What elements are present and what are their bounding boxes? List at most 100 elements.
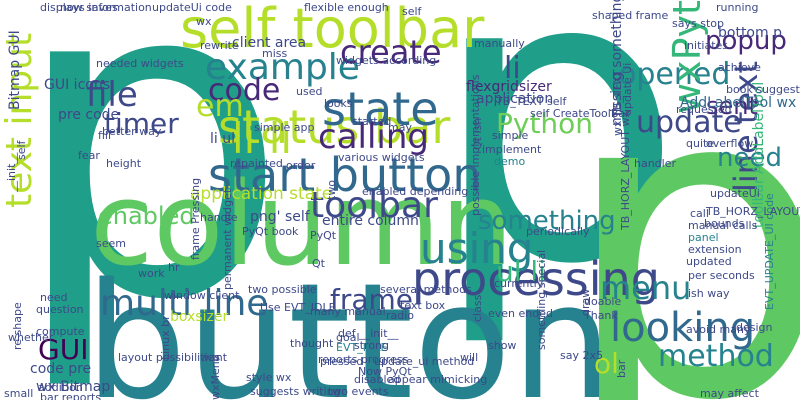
cloud-word-radio: radio [386,309,415,322]
cloud-word-height: height [106,157,142,170]
cloud-word-manually: manually [474,37,525,50]
cloud-word-now-saves: now saves [60,1,118,14]
cloud-word-bottom-p: bottom p [718,25,782,41]
cloud-word-two-events: two events [328,385,389,398]
cloud-word-book-suggests: book suggests [726,83,800,96]
cloud-word-using: using [420,224,534,273]
cloud-word-simple: simple [492,129,529,142]
cloud-word-needed-widgets: needed widgets [96,57,184,70]
cloud-word-opened: opened [618,57,731,92]
cloud-word-column: column [90,158,514,292]
cloud-word-popup: popup [705,26,787,56]
cloud-word-doable: doable [584,295,622,308]
cloud-word-better-way: better way [102,125,162,138]
cloud-word-something: something [478,206,616,236]
cloud-word-per-seconds: per seconds [688,269,755,282]
cloud-word-processing: processing [412,252,660,306]
cloud-word-timer: timer [104,107,179,140]
cloud-word-multi-line: multi line [100,283,269,324]
cloud-word-tb-horz-layout-wx: TB_HORZ_LAYOUT wx [619,111,632,230]
cloud-word-order: order [286,159,316,172]
cloud-word-initiates: initiates [684,39,729,52]
cloud-word-will: will [460,351,479,364]
cloud-word-displays-information: displays information [40,1,152,14]
cloud-word-even-ended: even ended [488,307,553,320]
cloud-word-currently: currently [494,277,544,290]
cloud-word-wx-bitmap: wx Bitmap [36,379,111,395]
cloud-word-need: need [717,143,782,173]
cloud-word-re-shape: re shape [11,302,24,350]
cloud-word-fear: fear [78,149,100,162]
cloud-word-may-affect: may affect [700,387,759,400]
cloud-word-panel: panel [688,231,719,244]
cloud-word-compute: compute [36,325,85,338]
cloud-word-self: self [15,140,28,160]
cloud-word-show: show [488,339,517,352]
cloud-word-update-ui-method: update_ui method [374,355,475,368]
cloud-word-disabled: disabled [354,373,401,386]
cloud-word-wx: wx [196,15,212,28]
cloud-word-def-init: def __init__ [338,327,399,340]
cloud-word-p: p [430,0,684,352]
cloud-word-addition: addition [38,381,83,394]
cloud-word-state: state [322,82,439,136]
cloud-word-thank: Thank [584,309,618,322]
cloud-word-code-pre: code pre [30,361,92,377]
cloud-word-calling: calling [318,117,429,157]
cloud-word-tb-horz-layout: TB_HORZ_LAYOUT [706,205,800,218]
cloud-word-used: used [296,85,323,98]
cloud-word-periodically: periodically [526,225,590,238]
cloud-word-handle: handle [200,211,238,224]
cloud-word-python: Python [496,107,594,140]
cloud-word-avoid-many: avoid many [686,323,751,336]
cloud-word-flexgridsizer: flexgridsizer [466,79,552,95]
cloud-word-window-client: window client [164,289,240,302]
cloud-word-goal: goal [336,331,360,344]
cloud-word-bar-reports: bar reports [40,391,102,400]
cloud-word-li-ul: li ul [210,131,235,147]
cloud-word-pre-code: pre code [58,107,120,123]
cloud-word-fill: fill [98,129,112,142]
cloud-word-sent: sent [706,92,758,120]
cloud-word-overflow: overflow [706,137,754,150]
cloud-word-updateui: updateUi [710,187,760,200]
cloud-word-create: create [340,33,442,71]
cloud-word-status-bar: status bar [218,100,451,154]
cloud-word-example: example [205,47,360,88]
cloud-word-pyqt: PyQt [310,229,337,242]
cloud-word-client-area: client area [232,35,307,51]
cloud-word-simple-app: simple app [254,121,315,134]
cloud-word-method: method [658,339,774,374]
cloud-word-suggests-writing: suggests writing [250,385,341,398]
cloud-word-application-state: application state [190,184,333,204]
cloud-word-enabled: enabled [98,202,195,230]
cloud-word-design: design [736,321,773,334]
cloud-word-requested: requested [676,103,732,116]
cloud-word-implement: implement [482,143,542,156]
cloud-word-many-manual: many manual [310,305,386,318]
cloud-word-thought: thought [290,337,334,350]
cloud-word-addlabeltool-wx: AddLabelTool wx [680,95,797,111]
cloud-word-small: small [4,387,34,400]
cloud-word-miss: miss [262,47,288,60]
cloud-word-flexible-enough: flexible enough [304,1,389,14]
cloud-word-say-2x5: say 2x5 [560,349,603,362]
cloud-word-gui-icons: GUI icons [44,77,110,93]
cloud-word-several-methods: several methods [380,283,472,296]
cloud-word-menu: menu [600,269,692,307]
cloud-word-seem: seem [96,237,126,250]
cloud-word-entire-column: entire column [322,213,419,229]
cloud-word-text-box: text box [400,299,446,312]
cloud-word-self: self [402,5,422,18]
cloud-word-bitmap-gui: Bitmap GUI [7,30,23,110]
cloud-word-reports-progress: reports progress [318,353,409,366]
cloud-word-achieve: achieve [718,61,761,74]
cloud-word-pyqt-book: PyQt book [242,225,299,238]
cloud-word-want: want [200,351,228,364]
cloud-word-extension: extension [688,243,742,256]
cloud-word-frame: frame [330,283,414,316]
cloud-word-whether: whether [8,331,54,344]
cloud-word-update: update [636,105,742,140]
cloud-word-bounds: bounds [704,217,745,230]
